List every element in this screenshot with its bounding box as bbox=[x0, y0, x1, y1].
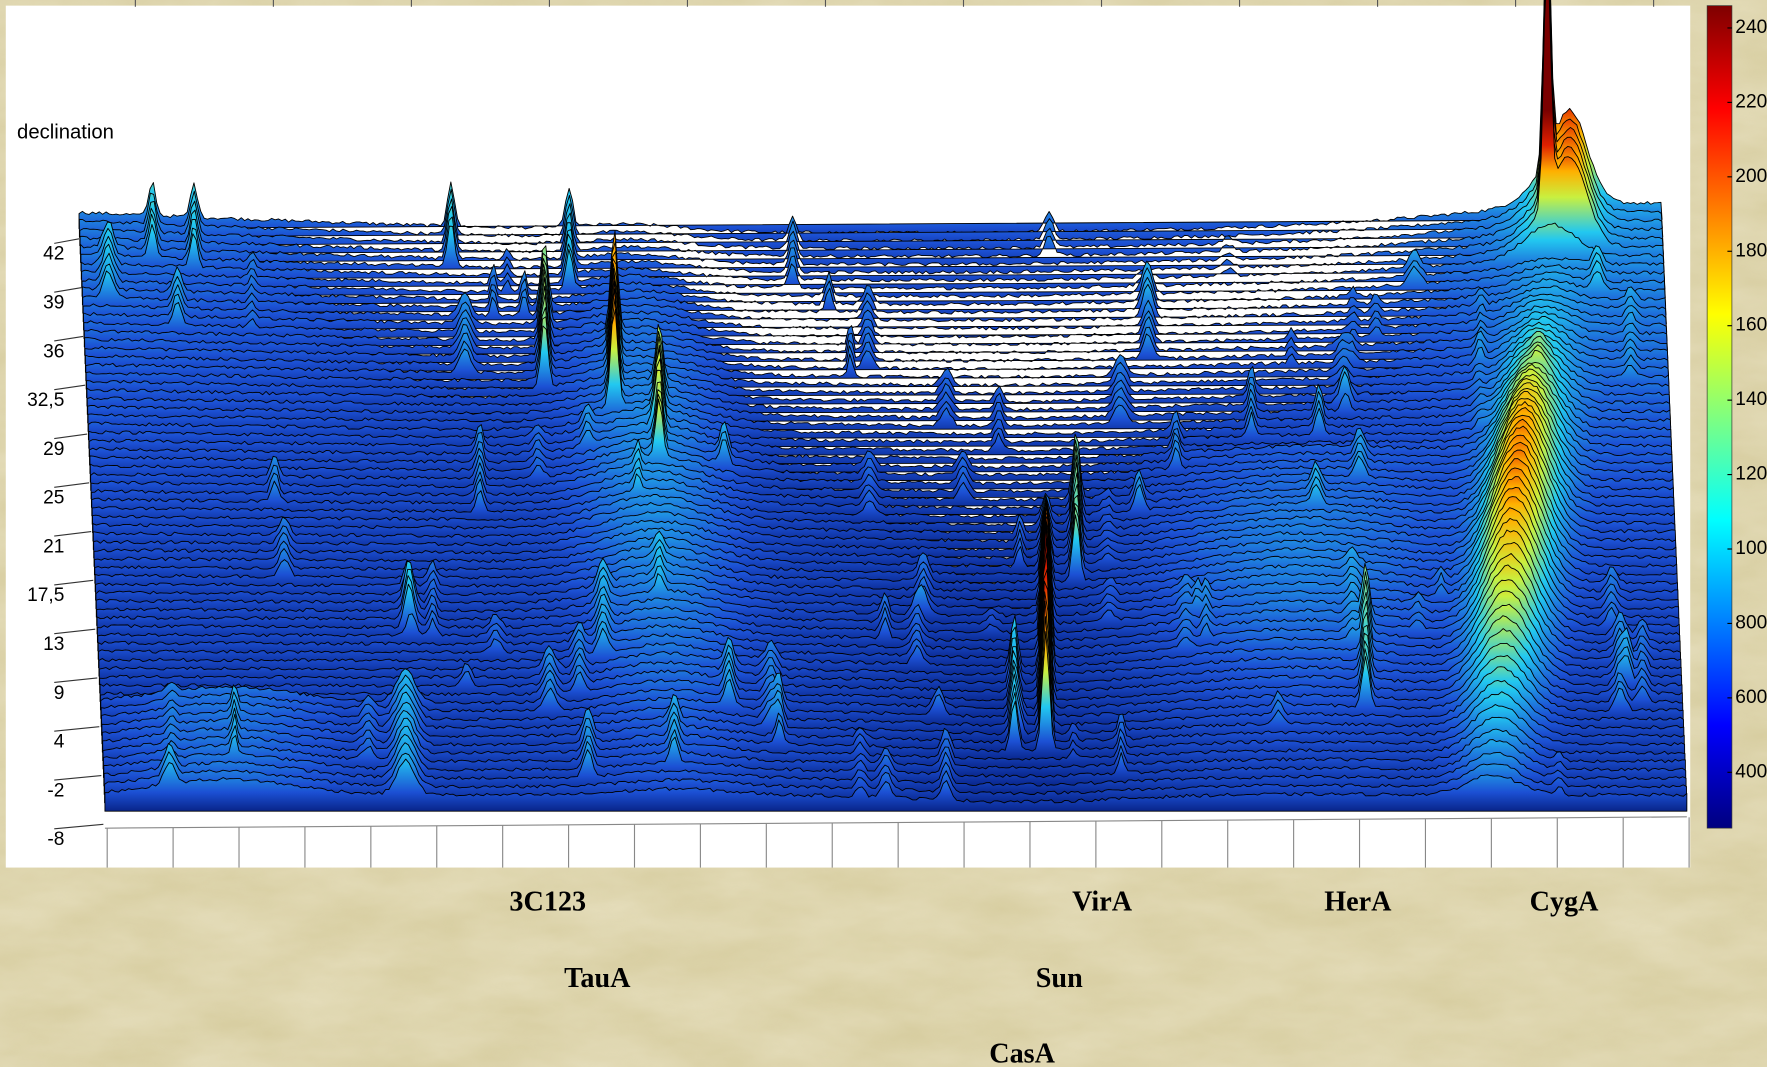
colorbar-tick-label: 2400 bbox=[1735, 17, 1767, 38]
axis-label: declination bbox=[17, 121, 114, 143]
colorbar-tick-label: 600 bbox=[1735, 687, 1767, 708]
colorbar-tick-label: 1800 bbox=[1735, 240, 1767, 261]
source-label: VirA bbox=[1072, 886, 1133, 917]
colorbar-tick-label: 1600 bbox=[1735, 315, 1767, 336]
colorbar-tick-label: 1400 bbox=[1735, 389, 1767, 410]
y-tick-label: -2 bbox=[47, 780, 64, 801]
colorbar-tick-label: 1200 bbox=[1735, 464, 1767, 485]
y-tick-label: 32,5 bbox=[27, 390, 64, 411]
y-tick-label: 13 bbox=[43, 634, 64, 655]
y-tick-label: 4 bbox=[54, 732, 65, 753]
source-label: Sun bbox=[1036, 963, 1083, 994]
colorbar-tick-label: 400 bbox=[1735, 761, 1767, 782]
source-label: CasA bbox=[989, 1038, 1055, 1067]
page: {"chart_data": {"type": "surface", "y_la… bbox=[0, 0, 1767, 1067]
colorbar bbox=[1707, 6, 1732, 829]
chart: declination 42 39 36 32,5 29 25 21 17,5 13 9 4 -2 -8… bbox=[0, 0, 1767, 1067]
colorbar-tick-label: 2200 bbox=[1735, 91, 1767, 112]
source-label: HerA bbox=[1324, 886, 1392, 917]
source-label: TauA bbox=[564, 963, 631, 994]
y-tick-label: 21 bbox=[43, 536, 64, 557]
y-tick-label: 39 bbox=[43, 292, 64, 313]
colorbar-tick-label: 2000 bbox=[1735, 166, 1767, 187]
y-tick-label: 9 bbox=[54, 683, 65, 704]
colorbar-tick-label: 1000 bbox=[1735, 538, 1767, 559]
source-label: 3C123 bbox=[509, 886, 586, 917]
y-tick-label: 17,5 bbox=[27, 585, 64, 606]
y-tick-label: 36 bbox=[43, 341, 64, 362]
source-label: CygA bbox=[1530, 886, 1599, 917]
y-tick-label: 29 bbox=[43, 439, 64, 460]
y-tick-label: 42 bbox=[43, 244, 64, 265]
y-tick-label: 25 bbox=[43, 488, 64, 509]
y-tick-label: -8 bbox=[47, 829, 64, 850]
colorbar-tick-label: 800 bbox=[1735, 613, 1767, 634]
